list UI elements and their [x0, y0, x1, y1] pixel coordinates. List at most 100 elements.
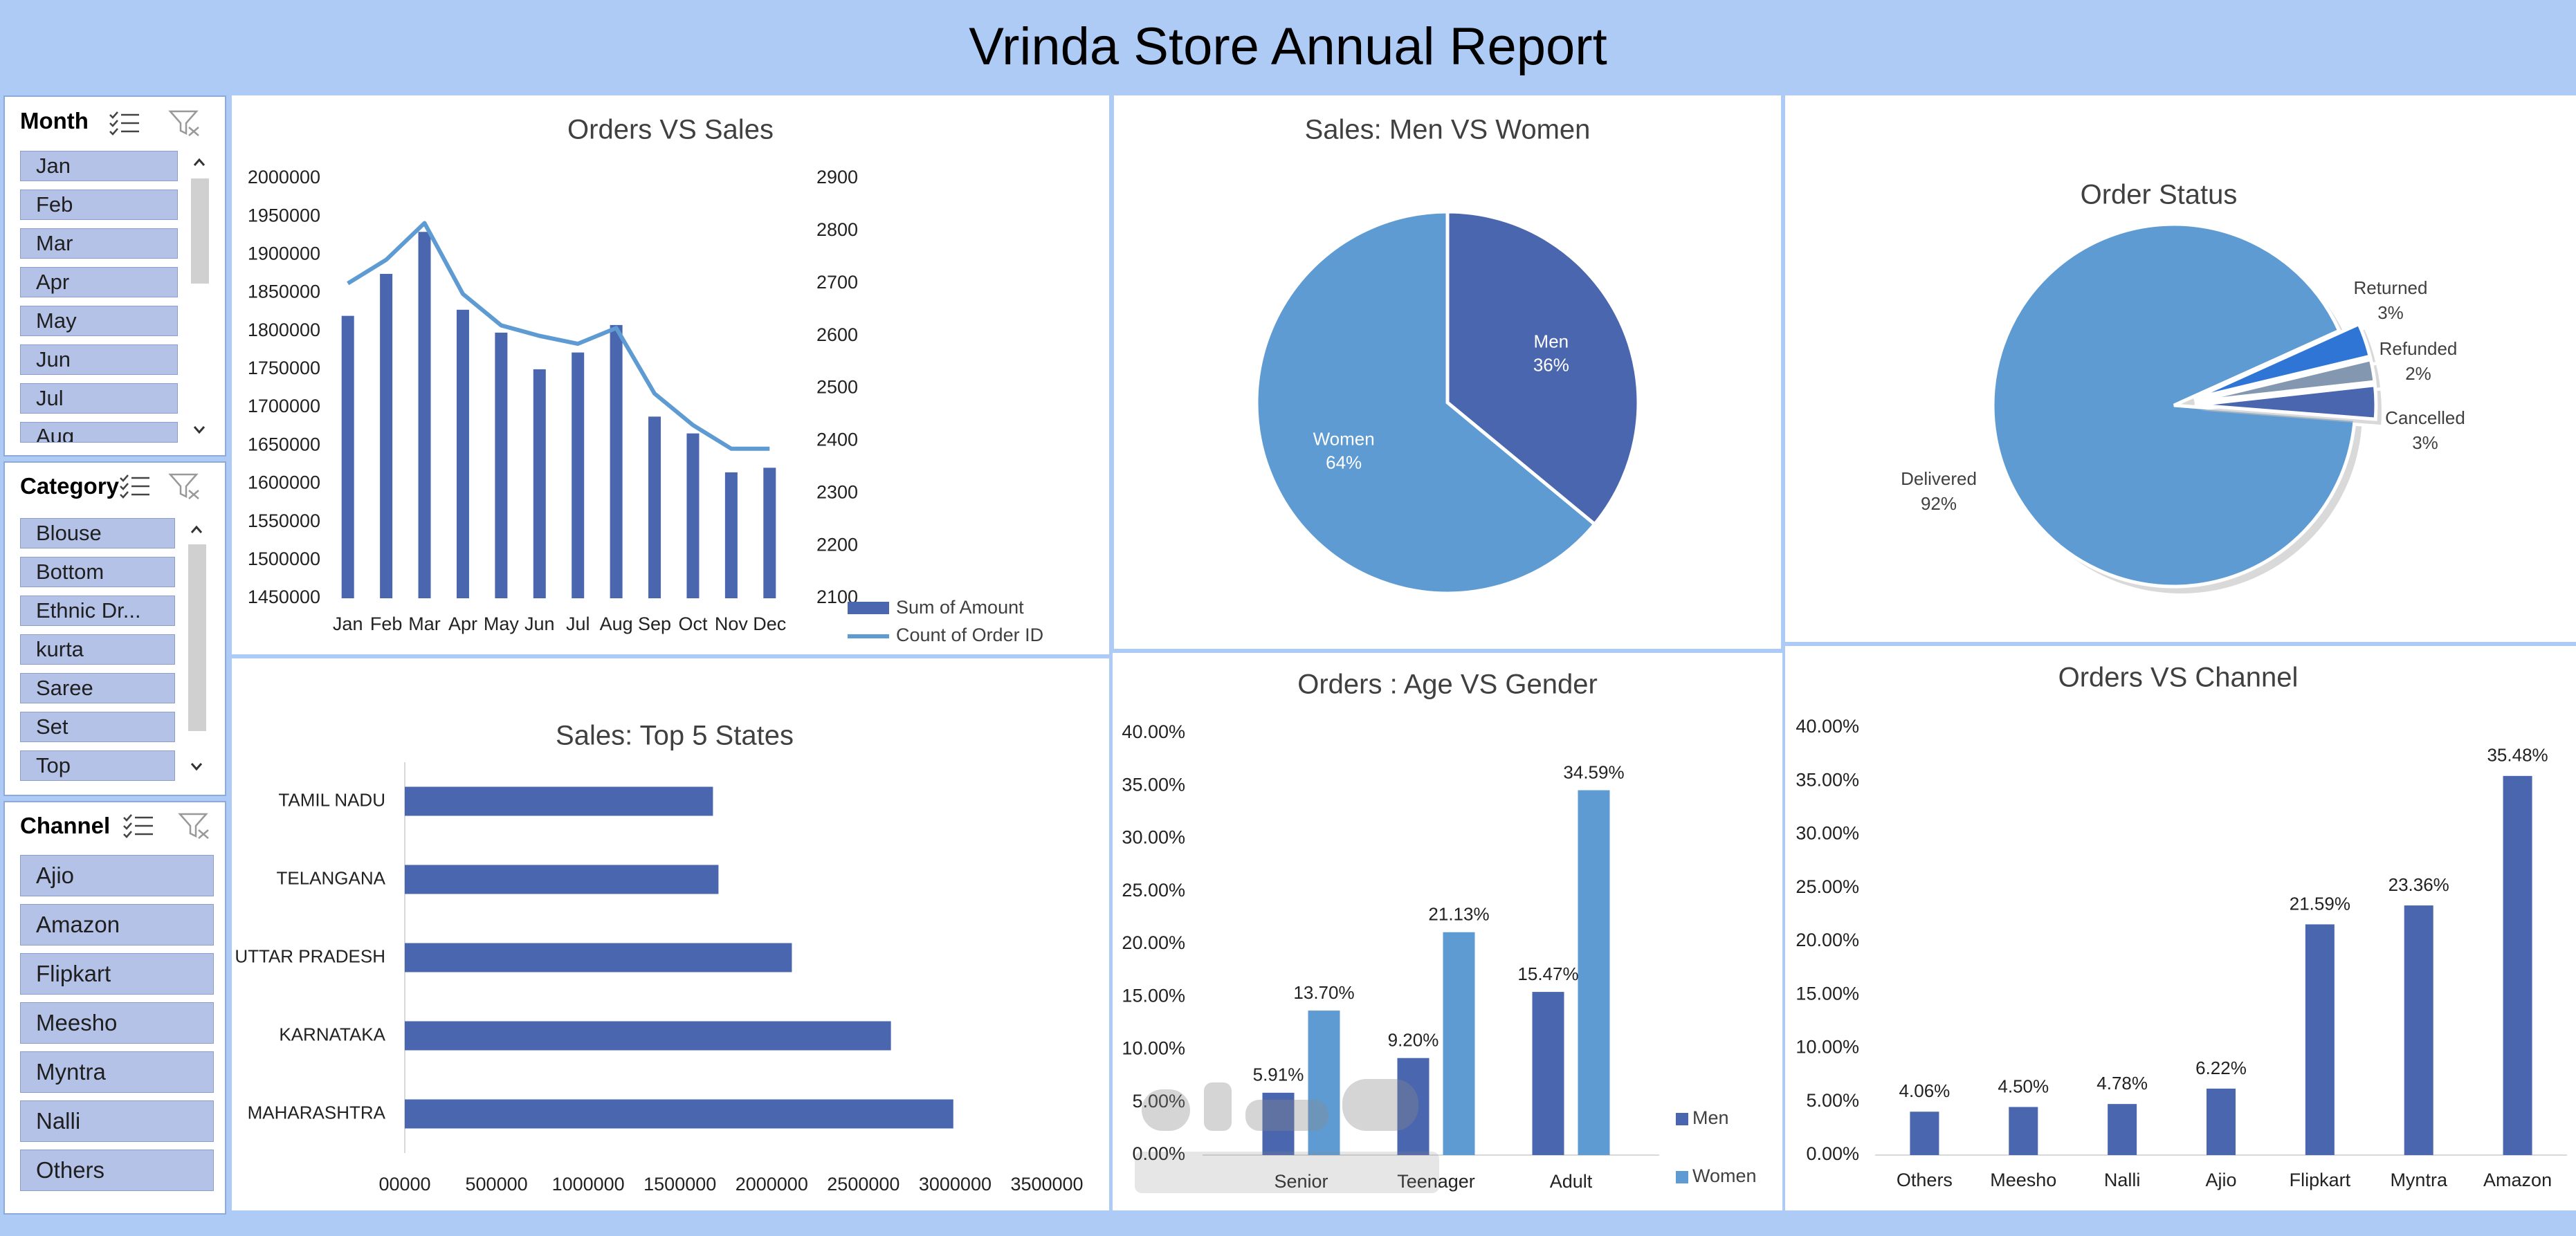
category-scroll-thumb[interactable] [188, 544, 206, 731]
scroll-up-icon[interactable] [188, 521, 205, 539]
age-gender-panel: Orders : Age VS Gender 40.00% 35.00% 30.00%… [1113, 653, 1782, 1210]
channel-item-others[interactable]: Others [20, 1150, 214, 1191]
channel-item-flipkart[interactable]: Flipkart [20, 953, 214, 995]
category-item-top[interactable]: Top [20, 750, 175, 781]
bar-others [1910, 1112, 1939, 1155]
orders-vs-sales-panel: Orders VS Sales 2000000 1950000 1900000 1850… [232, 95, 1109, 654]
y2-tick-label: 2300 [816, 481, 858, 502]
month-item-mar[interactable]: Mar [20, 228, 178, 259]
month-item-feb[interactable]: Feb [20, 190, 178, 220]
y-tick-label: 1950000 [248, 205, 320, 225]
scroll-up-icon[interactable] [190, 154, 208, 172]
category-item-ethnic-dress[interactable]: Ethnic Dr... [20, 596, 175, 626]
channel-item-ajio[interactable]: Ajio [20, 855, 214, 896]
legend-swatch-sum-of-amount [848, 602, 889, 614]
x-tick-label: Nov [715, 614, 749, 634]
scroll-down-icon[interactable] [190, 421, 208, 439]
line-count-of-order-id [347, 221, 770, 451]
channel-item-amazon[interactable]: Amazon [20, 904, 214, 946]
report-title-bar: Vrinda Store Annual Report [0, 0, 2576, 93]
y-tick-label: TELANGANA [277, 867, 386, 888]
bar-senior-women [1308, 1011, 1340, 1155]
x-tick-label: Others [1897, 1170, 1953, 1190]
slice-pct-label: 2% [2405, 363, 2431, 384]
category-item-set[interactable]: Set [20, 712, 175, 742]
clear-filter-icon[interactable] [168, 109, 200, 137]
y2-tick-label: 2700 [816, 272, 858, 293]
y-tick-label: 25.00% [1122, 880, 1185, 901]
y-tick-label: 0.00% [1806, 1143, 1859, 1164]
x-tick-label: Mar [408, 614, 441, 634]
slice-label: Cancelled [2385, 407, 2465, 428]
category-slicer-title: Category [20, 473, 120, 499]
data-label: 23.36% [2388, 874, 2449, 895]
month-scrollbar[interactable] [186, 151, 211, 443]
bar-aug [610, 324, 623, 598]
category-item-saree[interactable]: Saree [20, 673, 175, 703]
month-item-jan[interactable]: Jan [20, 151, 178, 181]
bar-telangana [405, 865, 719, 894]
channel-item-myntra[interactable]: Myntra [20, 1051, 214, 1093]
legend-label: Sum of Amount [896, 597, 1024, 618]
month-scroll-thumb[interactable] [191, 178, 209, 284]
clear-filter-icon[interactable] [178, 812, 210, 840]
chart-title: Sales: Men VS Women [1305, 115, 1591, 145]
y-tick-label: 1450000 [248, 587, 320, 607]
y-tick-label: 5.00% [1132, 1091, 1185, 1112]
channel-item-nalli[interactable]: Nalli [20, 1100, 214, 1142]
x-tick-label: Ajio [2205, 1170, 2236, 1190]
bar-teenager-women [1443, 932, 1475, 1155]
scroll-down-icon[interactable] [188, 757, 205, 775]
y-tick-label: 1750000 [248, 358, 320, 378]
legend-label: Men [1692, 1107, 1729, 1128]
data-label: 35.48% [2487, 745, 2548, 766]
x-tick-label: 3500000 [1010, 1174, 1083, 1195]
category-item-kurta[interactable]: kurta [20, 634, 175, 665]
channel-slicer-title: Channel [20, 813, 111, 838]
bar-oct [686, 433, 700, 598]
x-tick-label: 2500000 [827, 1174, 899, 1195]
y2-tick-label: 2400 [816, 430, 858, 450]
y-tick-label: 25.00% [1796, 876, 1859, 897]
category-item-bottom[interactable]: Bottom [20, 557, 175, 587]
y-tick-label: 1700000 [248, 396, 320, 416]
month-item-aug[interactable]: Aug [20, 422, 178, 443]
slice-pct-label: 3% [2412, 432, 2438, 453]
x-tick-label: Oct [678, 614, 708, 634]
slice-pct-label: 92% [1921, 493, 1957, 514]
month-item-jun[interactable]: Jun [20, 344, 178, 375]
channel-item-meesho[interactable]: Meesho [20, 1002, 214, 1044]
month-item-may[interactable]: May [20, 306, 178, 336]
x-tick-label: Meesho [1990, 1170, 2056, 1190]
order-status-panel: Order Status Returned 3% Refunded 2% Cancelle… [1785, 95, 2576, 642]
x-tick-label: 1500000 [643, 1174, 716, 1195]
category-item-blouse[interactable]: Blouse [20, 518, 175, 548]
multi-select-icon[interactable] [109, 109, 140, 137]
category-slicer-header: Category [5, 463, 225, 510]
bar-jul [572, 352, 585, 598]
clear-filter-icon[interactable] [168, 472, 200, 500]
multi-select-icon[interactable] [122, 812, 154, 840]
bar-myntra [2404, 905, 2433, 1155]
y-tick-label: 10.00% [1122, 1038, 1185, 1059]
x-tick-label: Jul [566, 614, 590, 634]
y2-tick-label: 2600 [816, 324, 858, 345]
slice-label: Men [1534, 331, 1569, 351]
channel-panel: Orders VS Channel 40.00% 35.00% 30.00% 25.00… [1785, 646, 2576, 1210]
x-tick-label: Nalli [2104, 1170, 2141, 1190]
men-women-panel: Sales: Men VS Women Men 36% Women 64% [1114, 95, 1781, 649]
month-item-jul[interactable]: Jul [20, 383, 178, 414]
chart-title: Order Status [2081, 180, 2238, 210]
month-item-apr[interactable]: Apr [20, 267, 178, 297]
bar-flipkart [2305, 924, 2335, 1155]
bar-apr [456, 309, 469, 598]
y2-tick-label: 2800 [816, 219, 858, 240]
category-scrollbar[interactable] [183, 518, 208, 788]
x-tick-label: 2000000 [736, 1174, 808, 1195]
multi-select-icon[interactable] [119, 472, 151, 500]
x-tick-label: 1000000 [552, 1174, 625, 1195]
bar-ajio [2207, 1088, 2236, 1155]
y-tick-label: 15.00% [1796, 983, 1859, 1004]
y-tick-label: 35.00% [1796, 769, 1859, 790]
y-tick-label: 1600000 [248, 472, 320, 493]
